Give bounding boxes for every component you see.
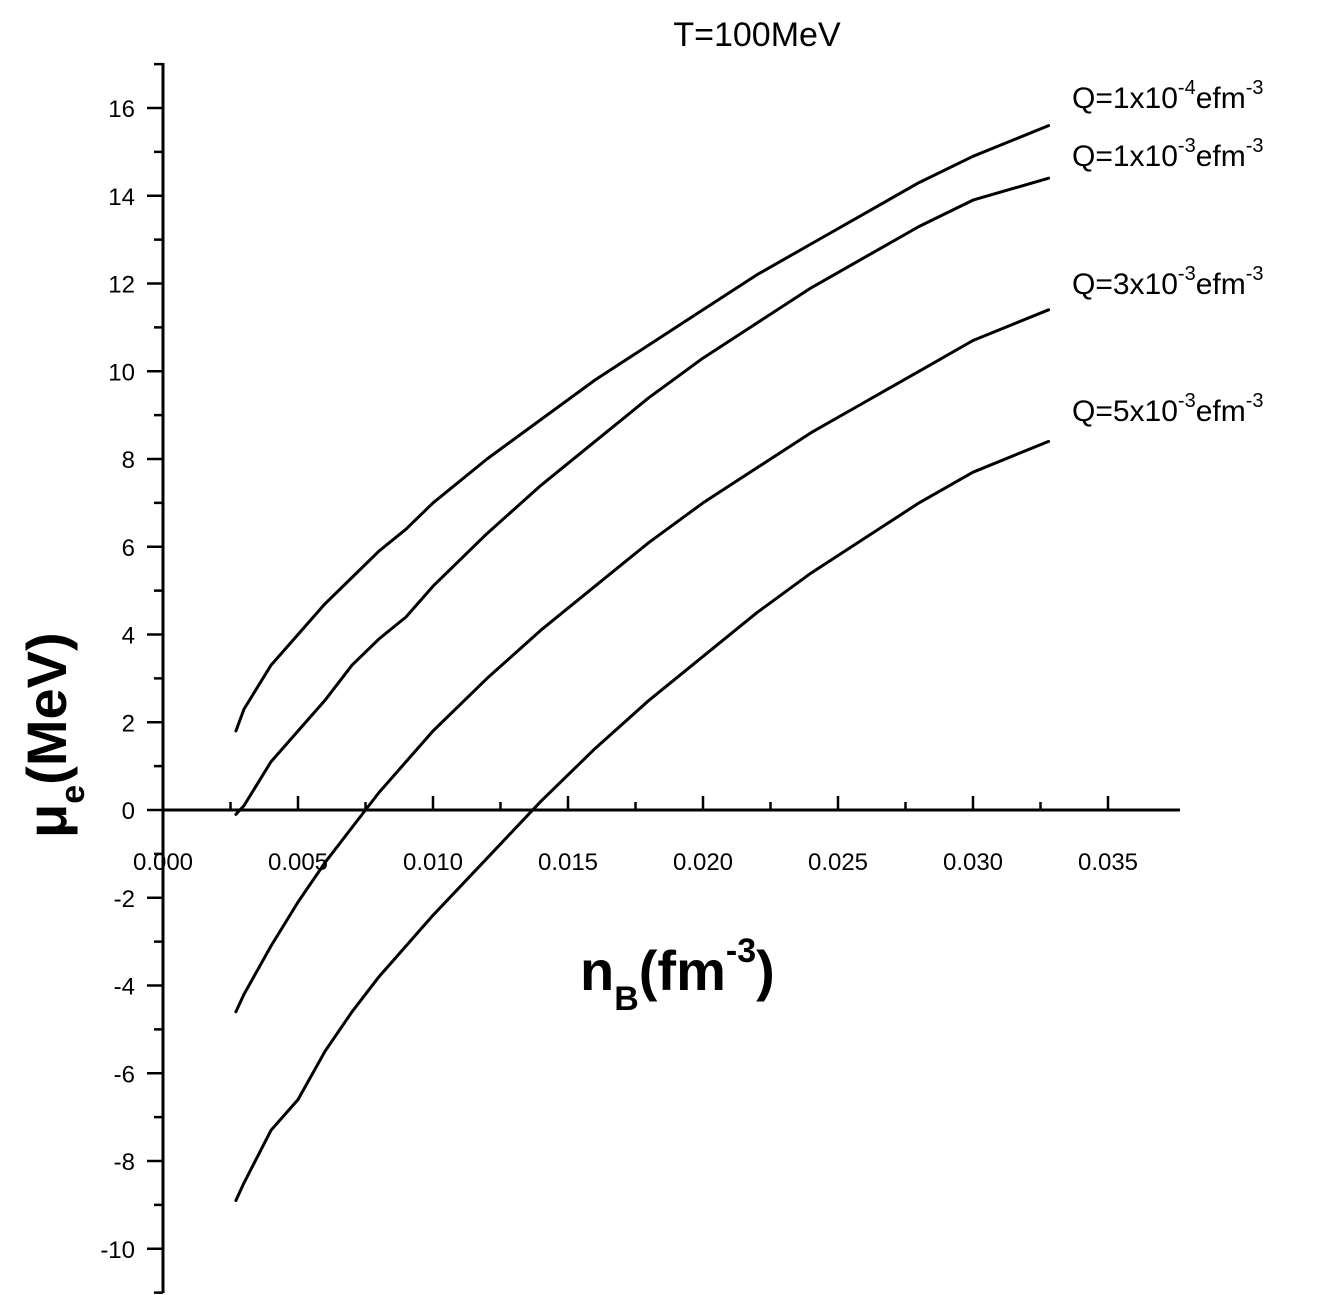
y-tick-label: 8: [122, 447, 135, 474]
series-label-2: Q=1x10-3efm-3: [1072, 135, 1264, 173]
x-axis-title-open: (fm: [639, 939, 726, 1002]
series-labels: Q=1x10-4efm-3 Q=1x10-3efm-3 Q=3x10-3efm-3 Q…: [1072, 77, 1264, 428]
series-lines: [234, 124, 1051, 1202]
y-tick-label: 10: [108, 359, 135, 386]
series-line-3: [234, 308, 1051, 1014]
series-line-4: [234, 439, 1051, 1202]
y-tick-label: 4: [122, 623, 135, 650]
y-tick-label: -8: [114, 1149, 135, 1176]
series-label-3: Q=3x10-3efm-3: [1072, 263, 1264, 301]
y-tick-label: 12: [108, 272, 135, 299]
series-line-1: [234, 124, 1051, 733]
y-axis-title-rest: (MeV): [15, 632, 78, 784]
x-tick-label: 0.010: [403, 849, 463, 876]
y-tick-label: 6: [122, 535, 135, 562]
y-tick-label: -2: [114, 886, 135, 913]
axes: [161, 63, 1180, 1293]
x-tick-label: 0.020: [673, 849, 733, 876]
y-tick-label: 14: [108, 184, 135, 211]
series-label-4: Q=5x10-3efm-3: [1072, 390, 1264, 428]
y-tick-label: 0: [122, 798, 135, 825]
y-axis-title-main: μ: [15, 804, 78, 838]
y-tick-label: -10: [100, 1237, 135, 1264]
x-tick-label: 0.015: [538, 849, 598, 876]
x-tick-label: 0.035: [1078, 849, 1138, 876]
y-tick-label: 16: [108, 96, 135, 123]
series-line-2: [234, 176, 1051, 816]
y-tick-label: -4: [114, 974, 135, 1001]
x-tick-label: 0.025: [808, 849, 868, 876]
x-axis-title: nB(fm-3): [580, 932, 775, 1018]
x-tick-label: 0.030: [943, 849, 1003, 876]
x-ticks: 0.000 0.005 0.010 0.015 0.020 0.025 0.030 0.035: [133, 796, 1138, 876]
chart-title: T=100MeV: [673, 16, 841, 54]
y-axis-title: μe(MeV): [15, 632, 92, 838]
y-axis-title-sub: e: [54, 785, 92, 804]
y-tick-label: -6: [114, 1061, 135, 1088]
y-ticks: -10 -8 -6 -4 -2 0 2 4 6 8 10 12 14 16: [100, 62, 163, 1294]
y-tick-label: 2: [122, 710, 135, 737]
x-axis-title-sup: -3: [726, 932, 756, 970]
x-axis-title-main: n: [580, 939, 614, 1002]
series-label-1: Q=1x10-4efm-3: [1072, 77, 1264, 115]
x-axis-title-close: ): [756, 939, 775, 1002]
x-axis-title-sub: B: [614, 980, 639, 1018]
x-tick-label: 0.000: [133, 849, 193, 876]
